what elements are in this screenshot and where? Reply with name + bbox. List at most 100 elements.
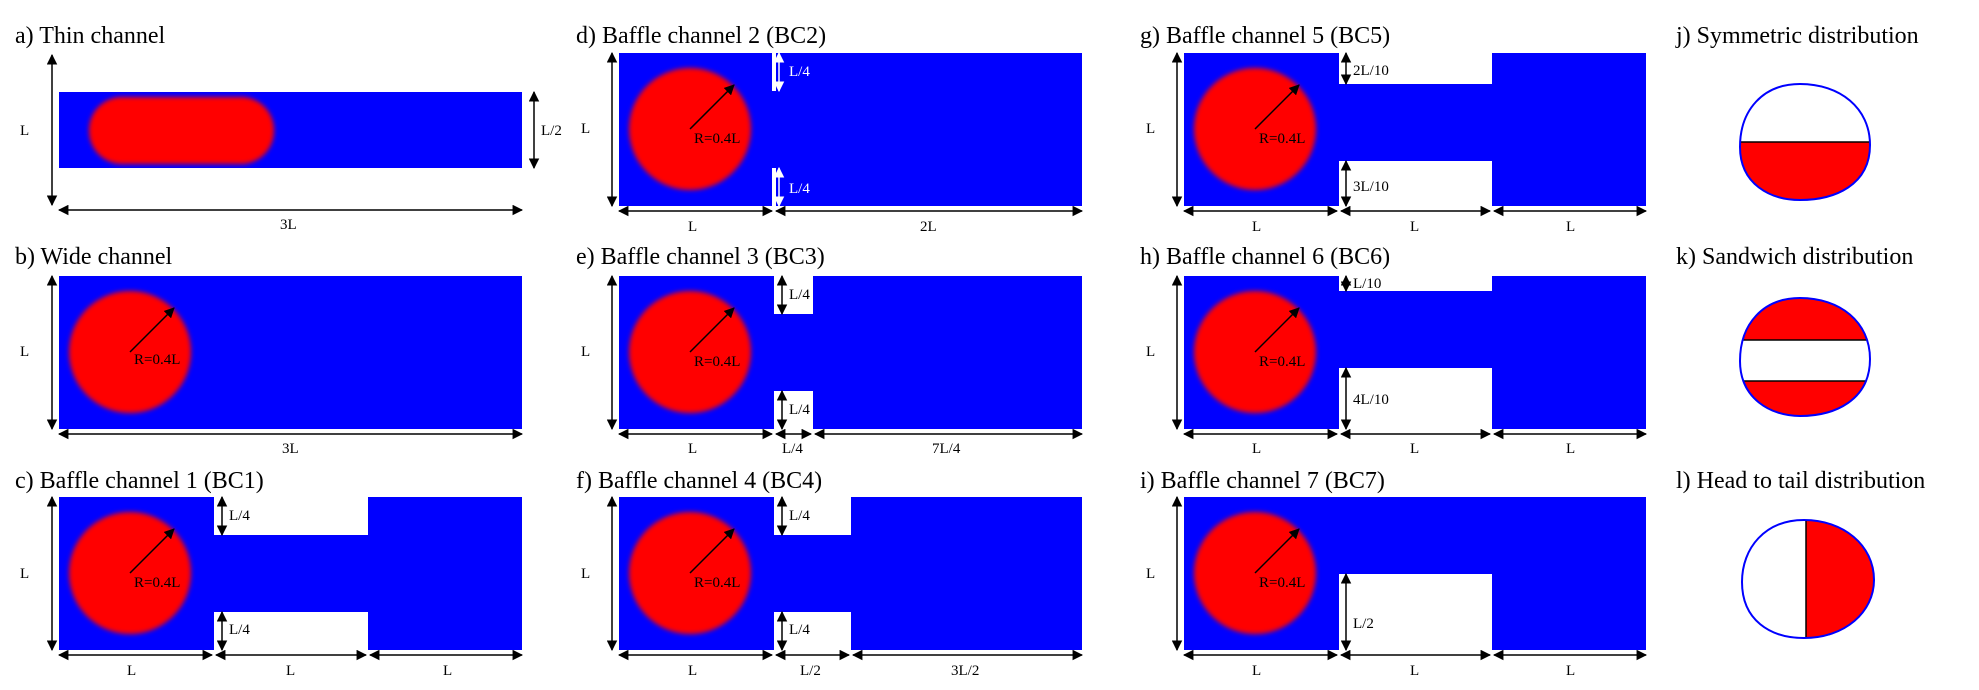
panel-f-title: f) Baffle channel 4 (BC4) xyxy=(576,468,822,494)
seg3-label: L xyxy=(443,663,452,679)
radius-label: R=0.4L xyxy=(1259,131,1305,147)
droplet-outline xyxy=(1738,296,1872,418)
seg2-label: L/2 xyxy=(800,663,821,679)
seg3-label: 3L/2 xyxy=(951,663,979,679)
droplet-outline xyxy=(1740,518,1876,640)
height-label: L xyxy=(1146,566,1155,582)
bottom-gap-label: L/4 xyxy=(789,402,810,418)
bottom-baffle xyxy=(774,612,851,652)
droplet-fill xyxy=(1740,298,1870,416)
radius-label: R=0.4L xyxy=(134,352,180,368)
panel-c-title: c) Baffle channel 1 (BC1) xyxy=(15,468,264,494)
seg3-label: L xyxy=(1566,441,1575,457)
radius-arrow xyxy=(689,528,735,574)
seg1-label: L xyxy=(1252,441,1261,457)
seg1-label: L xyxy=(688,441,697,457)
top-gap-label: 2L/10 xyxy=(1353,63,1389,79)
seg3-label: L xyxy=(1566,663,1575,679)
radius-label: R=0.4L xyxy=(694,354,740,370)
seg1-label: L xyxy=(127,663,136,679)
panel-j-symmetric-distribution: j) Symmetric distribution xyxy=(1675,23,1919,202)
seg2-label: L xyxy=(1410,441,1419,457)
seg1-label: L xyxy=(688,663,697,679)
seg3-label: 7L/4 xyxy=(932,441,961,457)
panel-g-baffle-channel-5: g) Baffle channel 5 (BC5) R=0.4L L 2L/10… xyxy=(1140,23,1648,235)
radius-arrow xyxy=(689,307,735,353)
panel-l-head-to-tail-distribution: l) Head to tail distribution xyxy=(1676,468,1925,640)
seg2-label: L xyxy=(1410,219,1419,235)
bottom-gap-label: L/4 xyxy=(789,181,810,197)
top-baffle xyxy=(1339,51,1492,84)
height-label: L xyxy=(581,344,590,360)
panel-k-title: k) Sandwich distribution xyxy=(1676,244,1913,270)
droplet-outline xyxy=(1738,82,1872,202)
panel-b-wide-channel: b) Wide channel R=0.4L L 3L xyxy=(15,244,524,457)
radius-label: R=0.4L xyxy=(694,131,740,147)
bottom-gap-label: 4L/10 xyxy=(1353,392,1389,408)
height-label: L xyxy=(581,121,590,137)
bottom-baffle xyxy=(772,168,776,208)
panel-d-title: d) Baffle channel 2 (BC2) xyxy=(576,23,826,49)
panel-l-title: l) Head to tail distribution xyxy=(1676,468,1925,494)
bottom-baffle xyxy=(1339,368,1492,431)
radius-arrow xyxy=(129,307,175,353)
seg1-label: L xyxy=(1252,219,1261,235)
panel-f-baffle-channel-4: f) Baffle channel 4 (BC4) R=0.4L L L/4 L… xyxy=(576,468,1084,679)
panel-b-title: b) Wide channel xyxy=(15,244,173,270)
panel-h-title: h) Baffle channel 6 (BC6) xyxy=(1140,244,1390,270)
bottom-gap-label: L/4 xyxy=(229,622,250,638)
panel-h-baffle-channel-6: h) Baffle channel 6 (BC6) R=0.4L L L/10 … xyxy=(1140,244,1648,457)
height-label: L xyxy=(581,566,590,582)
bottom-baffle xyxy=(214,612,368,652)
top-baffle xyxy=(772,51,776,91)
radius-arrow xyxy=(129,528,175,574)
panel-i-title: i) Baffle channel 7 (BC7) xyxy=(1140,468,1385,494)
length-label: 3L xyxy=(280,217,297,233)
top-baffle xyxy=(214,495,368,535)
elongated-droplet xyxy=(89,97,274,164)
top-gap-label: L/4 xyxy=(789,287,810,303)
seg2-label: L xyxy=(286,663,295,679)
seg1-label: L xyxy=(1252,663,1261,679)
top-gap-label: L/4 xyxy=(229,508,250,524)
top-gap-label: L/4 xyxy=(789,64,810,80)
top-gap-label: L/10 xyxy=(1353,276,1381,292)
radius-arrow xyxy=(1254,84,1300,130)
top-baffle xyxy=(1339,274,1492,291)
panel-e-baffle-channel-3: e) Baffle channel 3 (BC3) R=0.4L L L/4 L… xyxy=(576,244,1084,457)
panel-k-sandwich-distribution: k) Sandwich distribution xyxy=(1676,244,1913,418)
seg2-label: 2L xyxy=(920,219,937,235)
height-label: L xyxy=(20,566,29,582)
length-label: 3L xyxy=(282,441,299,457)
panel-g-title: g) Baffle channel 5 (BC5) xyxy=(1140,23,1390,49)
panel-j-title: j) Symmetric distribution xyxy=(1675,23,1919,49)
seg2-label: L xyxy=(1410,663,1419,679)
radius-label: R=0.4L xyxy=(1259,575,1305,591)
bottom-baffle xyxy=(1339,161,1492,208)
height-label: L xyxy=(1146,344,1155,360)
seg1-label: L xyxy=(688,219,697,235)
radius-arrow xyxy=(689,84,735,130)
bottom-gap-label: 3L/10 xyxy=(1353,179,1389,195)
panel-i-baffle-channel-7: i) Baffle channel 7 (BC7) R=0.4L L L/2 L… xyxy=(1140,468,1648,679)
height-label: L xyxy=(1146,121,1155,137)
droplet-fill xyxy=(1740,142,1870,200)
radius-label: R=0.4L xyxy=(134,575,180,591)
panel-a-thin-channel: a) Thin channel L L/2 3L xyxy=(15,23,562,233)
bottom-gap-label: L/2 xyxy=(1353,616,1374,632)
seg2-label: L/4 xyxy=(782,441,803,457)
height-label: L xyxy=(20,344,29,360)
seg3-label: L xyxy=(1566,219,1575,235)
radius-label: R=0.4L xyxy=(694,575,740,591)
radius-arrow xyxy=(1254,528,1300,574)
inner-height-label: L/2 xyxy=(541,123,562,139)
panel-a-title: a) Thin channel xyxy=(15,23,165,49)
top-gap-label: L/4 xyxy=(789,508,810,524)
panel-c-baffle-channel-1: c) Baffle channel 1 (BC1) R=0.4L L L/4 L… xyxy=(15,468,524,679)
radius-label: R=0.4L xyxy=(1259,354,1305,370)
panel-d-baffle-channel-2: d) Baffle channel 2 (BC2) R=0.4L L L/4 L… xyxy=(576,23,1084,235)
bottom-gap-label: L/4 xyxy=(789,622,810,638)
top-baffle xyxy=(774,495,851,535)
bottom-baffle xyxy=(1339,574,1492,652)
